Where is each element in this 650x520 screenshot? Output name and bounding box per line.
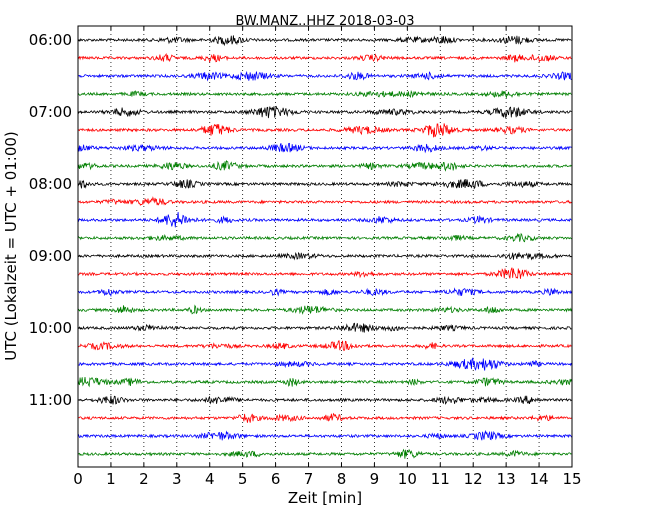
seismic-trace [77,287,572,298]
x-axis: 0 1 2 3 4 5 6 7 8 9 10 11 12 13 14 15 [73,26,582,488]
x-tick-label: 14 [530,470,549,488]
y-tick-label: 09:00 [29,247,72,265]
seismic-trace [77,340,572,352]
y-tick-label: 11:00 [29,391,72,409]
seismic-trace [77,142,572,154]
x-tick-label: 12 [464,470,483,488]
grid [110,26,540,467]
x-tick-label: 1 [106,470,116,488]
seismic-trace [77,160,572,172]
seismic-trace [77,196,572,206]
chart-title: BW.MANZ..HHZ 2018-03-03 [235,14,414,29]
traces [77,35,572,459]
x-tick-label: 0 [73,470,83,488]
seismic-trace [77,429,572,441]
x-tick-label: 7 [304,470,314,488]
seismic-trace [77,267,572,279]
seismic-trace [77,322,572,333]
y-tick-label: 10:00 [29,319,72,337]
x-tick-label: 2 [139,470,149,488]
seismic-trace [77,105,572,119]
x-tick-label: 9 [370,470,380,488]
seismic-trace [77,395,572,405]
seismic-trace [77,412,572,423]
seismic-trace [77,232,572,243]
plot-frame [77,25,573,468]
y-tick-label: 08:00 [29,175,72,193]
y-tick-label: 07:00 [29,103,72,121]
x-tick-label: 8 [337,470,347,488]
y-tick-label: 06:00 [29,31,72,49]
y-axis: 06:00 07:00 08:00 09:00 10:00 11:00 [29,31,82,409]
seismic-trace [77,357,572,371]
x-tick-label: 4 [205,470,215,488]
x-tick-label: 11 [431,470,450,488]
y-axis-label: UTC (Lokalzeit = UTC + 01:00) [2,131,20,361]
seismic-trace [77,70,572,82]
seismic-trace [77,211,572,228]
seismic-trace [77,251,572,261]
seismic-trace [77,376,572,388]
x-tick-label: 10 [398,470,417,488]
x-tick-label: 6 [271,470,281,488]
seismic-trace [77,123,572,138]
seismic-trace [77,89,572,100]
x-tick-label: 15 [562,470,581,488]
seismic-trace [77,35,572,47]
seismic-trace [77,448,572,459]
x-tick-label: 3 [172,470,182,488]
seismic-trace [77,52,572,63]
x-tick-label: 13 [497,470,516,488]
x-tick-label: 5 [238,470,248,488]
x-axis-label: Zeit [min] [288,489,362,507]
seismic-trace [77,178,572,190]
seismic-trace [77,304,572,315]
